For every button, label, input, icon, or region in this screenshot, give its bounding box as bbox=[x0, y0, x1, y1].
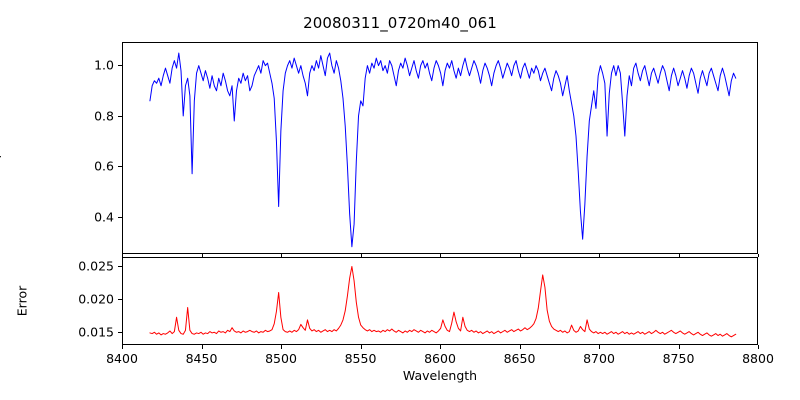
x-tick-label: 8700 bbox=[583, 351, 615, 366]
x-tick-label: 8450 bbox=[185, 351, 218, 366]
chart-title: 20080311_0720m40_061 bbox=[303, 14, 497, 32]
spectrum-y-tickmark bbox=[118, 166, 122, 167]
x-tick-label: 8550 bbox=[344, 351, 377, 366]
spectrum-x-tickmark bbox=[758, 254, 759, 257]
spectrum-y-axis-label: Spectrum bbox=[0, 76, 2, 196]
error-line bbox=[150, 266, 736, 336]
spectrum-y-tick-label: 1.0 bbox=[94, 57, 114, 73]
x-tickmark bbox=[679, 345, 680, 349]
error-plot-area bbox=[123, 258, 757, 344]
x-tickmark bbox=[202, 345, 203, 349]
spectrum-y-tickmark bbox=[118, 217, 122, 218]
spectrum-y-tick-label: 0.8 bbox=[94, 108, 114, 124]
spectrum-y-tickmark bbox=[118, 65, 122, 66]
spectrum-line bbox=[150, 53, 736, 247]
spectrum-x-tickmark bbox=[599, 254, 600, 257]
error-y-axis-label: Error bbox=[14, 285, 30, 317]
x-tick-label: 8750 bbox=[662, 351, 695, 366]
x-tickmark bbox=[281, 345, 282, 349]
spectrum-axes bbox=[122, 42, 758, 254]
error-y-tickmark bbox=[118, 332, 122, 333]
x-tick-label: 8500 bbox=[265, 351, 297, 366]
spectrum-x-tickmark bbox=[440, 254, 441, 257]
x-tickmark bbox=[361, 345, 362, 349]
spectrum-x-tickmark bbox=[281, 254, 282, 257]
x-tickmark bbox=[440, 345, 441, 349]
error-y-tickmark bbox=[118, 266, 122, 267]
x-tick-label: 8400 bbox=[106, 351, 138, 366]
spectrum-x-tickmark bbox=[361, 254, 362, 257]
error-axes bbox=[122, 257, 758, 345]
x-tick-label: 8650 bbox=[503, 351, 536, 366]
error-y-tick-label: 0.015 bbox=[78, 324, 114, 340]
spectrum-y-tick-label: 0.4 bbox=[94, 209, 114, 225]
x-tick-label: 8800 bbox=[742, 351, 774, 366]
x-tick-label: 8600 bbox=[424, 351, 456, 366]
spectrum-x-tickmark bbox=[122, 254, 123, 257]
error-y-tick-label: 0.020 bbox=[78, 291, 114, 307]
x-tickmark bbox=[122, 345, 123, 349]
x-tickmark bbox=[520, 345, 521, 349]
spectrum-x-tickmark bbox=[679, 254, 680, 257]
spectrum-x-tickmark bbox=[520, 254, 521, 257]
spectrum-y-tickmark bbox=[118, 116, 122, 117]
x-axis-label: Wavelength bbox=[402, 368, 478, 383]
error-y-tick-label: 0.025 bbox=[78, 258, 114, 274]
x-tickmark bbox=[599, 345, 600, 349]
spectrum-x-tickmark bbox=[202, 254, 203, 257]
error-y-tickmark bbox=[118, 299, 122, 300]
spectrum-y-tick-label: 0.6 bbox=[94, 158, 114, 174]
x-tickmark bbox=[758, 345, 759, 349]
spectrum-plot-area bbox=[123, 43, 757, 253]
